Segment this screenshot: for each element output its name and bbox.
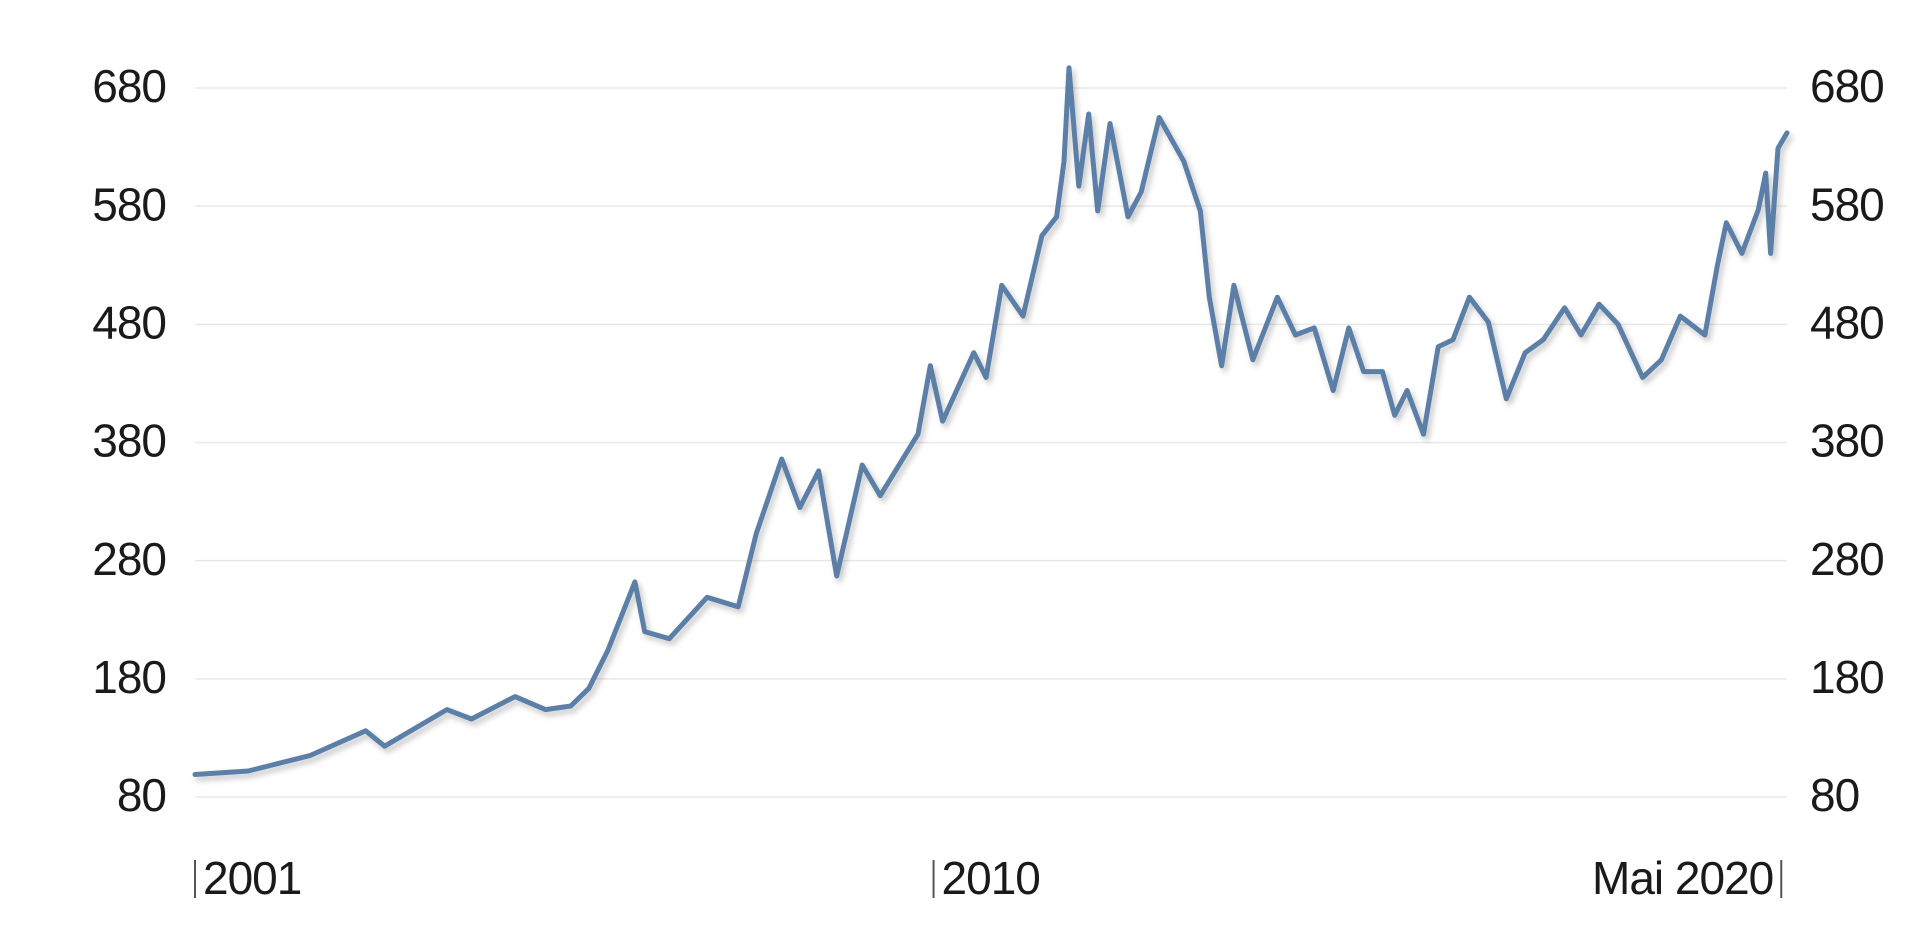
y-tick-label: 380 xyxy=(92,415,166,467)
x-tick-label: 2010 xyxy=(942,852,1040,904)
y2-tick-label: 680 xyxy=(1810,60,1884,112)
y-tick-label: 480 xyxy=(92,296,166,348)
y2-tick-label: 280 xyxy=(1810,533,1884,585)
y-tick-label: 680 xyxy=(92,60,166,112)
y-tick-label: 80 xyxy=(117,769,166,821)
y2-tick-label: 580 xyxy=(1810,178,1884,230)
y2-tick-label: 180 xyxy=(1810,651,1884,703)
y2-tick-label: 380 xyxy=(1810,415,1884,467)
x-tick-label: Mai 2020 xyxy=(1592,852,1773,904)
y-tick-label: 580 xyxy=(92,178,166,230)
y2-tick-label: 480 xyxy=(1810,296,1884,348)
y-tick-label: 180 xyxy=(92,651,166,703)
y2-tick-label: 80 xyxy=(1810,769,1859,821)
x-tick-label: 2001 xyxy=(203,852,301,904)
data-line xyxy=(192,65,1790,777)
y-tick-label: 280 xyxy=(92,533,166,585)
